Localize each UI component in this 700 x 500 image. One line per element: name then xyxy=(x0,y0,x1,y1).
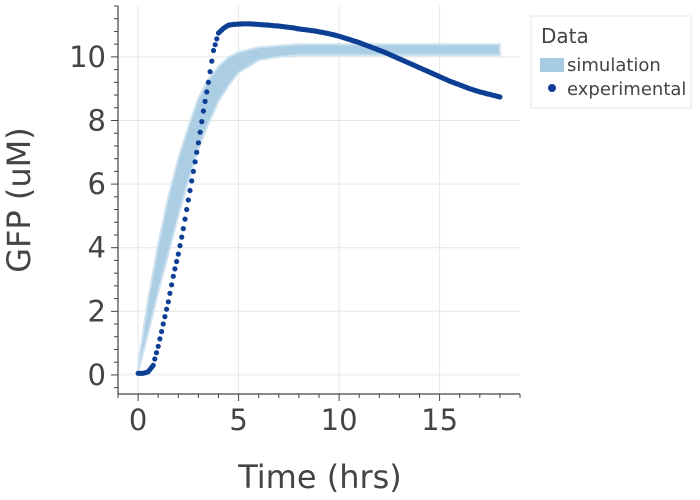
experimental-point-24 xyxy=(175,251,181,257)
simulation-band-layer xyxy=(137,43,501,372)
experimental-point-40 xyxy=(202,98,208,104)
experimental-point-18 xyxy=(165,299,171,305)
x-tick-label-10: 10 xyxy=(321,403,358,437)
x-axis-title: Time (hrs) xyxy=(237,458,402,496)
legend-label-simulation: simulation xyxy=(567,55,661,76)
experimental-point-45 xyxy=(210,47,217,54)
legend-label-experimental: experimental xyxy=(567,79,686,100)
experimental-point-17 xyxy=(164,306,170,312)
experimental-point-25 xyxy=(177,243,183,249)
experimental-point-11 xyxy=(153,350,160,356)
y-tick-label-10: 10 xyxy=(69,40,106,74)
experimental-point-32 xyxy=(189,178,195,184)
experimental-point-20 xyxy=(169,282,175,288)
y-tick-label-2: 2 xyxy=(88,294,106,328)
experimental-point-38 xyxy=(199,119,205,125)
experimental-point-31 xyxy=(187,187,193,194)
y-tick-label-0: 0 xyxy=(88,358,106,392)
tick-marks xyxy=(111,5,521,401)
simulation-band xyxy=(137,43,501,372)
experimental-point-19 xyxy=(167,290,173,296)
experimental-point-12 xyxy=(155,343,161,349)
experimental-point-13 xyxy=(157,336,163,342)
y-tick-label-4: 4 xyxy=(88,231,106,265)
experimental-point-42 xyxy=(205,79,211,85)
experimental-point-9 xyxy=(150,362,156,368)
experimental-point-22 xyxy=(172,266,178,272)
x-tick-label-15: 15 xyxy=(421,403,458,437)
experimental-point-29 xyxy=(184,206,190,213)
y-tick-label-8: 8 xyxy=(88,103,106,137)
y-tick-label-6: 6 xyxy=(88,167,106,201)
experimental-point-30 xyxy=(185,197,191,203)
experimental-point-43 xyxy=(207,69,213,75)
experimental-point-34 xyxy=(192,159,198,165)
experimental-point-216 xyxy=(497,94,503,100)
x-tick-label-5: 5 xyxy=(229,403,247,437)
experimental-points xyxy=(135,21,503,376)
experimental-point-15 xyxy=(160,321,166,327)
experimental-point-27 xyxy=(180,226,186,232)
legend-swatch-simulation xyxy=(540,58,564,72)
legend-marker-experimental xyxy=(548,84,556,92)
y-axis-title: GFP (uM) xyxy=(0,127,38,273)
legend: Data simulation experimental xyxy=(530,15,692,109)
experimental-point-46 xyxy=(212,42,218,48)
experimental-point-26 xyxy=(179,234,185,240)
experimental-point-16 xyxy=(162,314,168,320)
tick-labels: 0 2 4 6 8 10 0 5 10 15 xyxy=(69,40,458,437)
experimental-point-33 xyxy=(190,168,196,174)
experimental-point-37 xyxy=(197,129,203,135)
experimental-point-35 xyxy=(194,149,200,155)
experimental-point-47 xyxy=(214,36,220,42)
experimental-point-44 xyxy=(209,58,215,64)
experimental-point-23 xyxy=(174,258,180,265)
experimental-point-41 xyxy=(204,89,210,95)
experimental-point-14 xyxy=(159,328,165,335)
experimental-point-36 xyxy=(195,140,201,146)
experimental-point-21 xyxy=(170,273,176,279)
legend-title: Data xyxy=(541,24,589,48)
experimental-point-10 xyxy=(152,356,158,362)
experimental-point-28 xyxy=(182,216,188,222)
x-tick-label-0: 0 xyxy=(129,403,147,437)
experimental-point-39 xyxy=(200,108,206,114)
